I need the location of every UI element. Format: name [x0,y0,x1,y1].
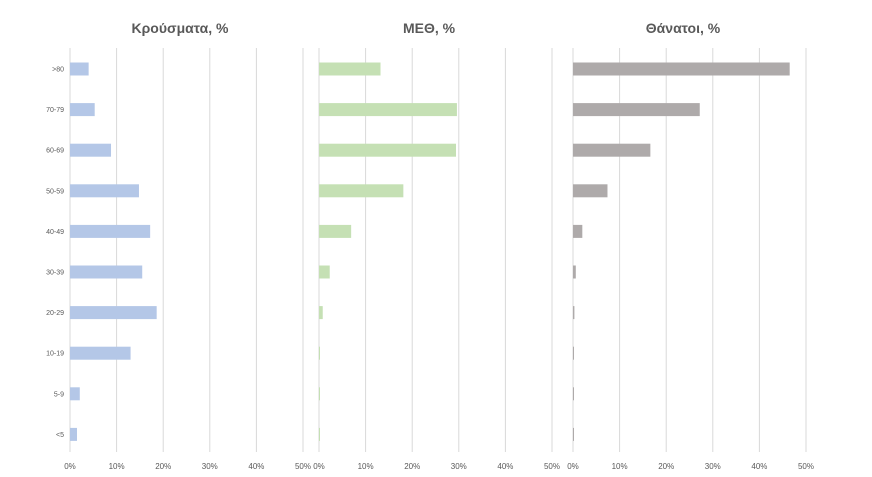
panel-title-0: Κρούσματα, % [132,20,229,36]
category-label-6: 20-29 [46,310,64,317]
bar-2-8 [573,387,574,401]
bar-1-5 [319,265,330,279]
bar-2-3 [573,184,608,198]
bar-0-7 [70,346,131,360]
bar-1-0 [319,62,381,76]
bar-1-1 [319,103,457,117]
x-tick-1-5: 50% [544,462,560,471]
bar-2-0 [573,62,790,76]
category-label-1: 70-79 [46,107,64,114]
bar-1-4 [319,224,352,238]
bar-1-2 [319,143,457,157]
bar-0-1 [70,103,95,117]
category-label-8: 5-9 [54,391,64,398]
bar-2-5 [573,265,576,279]
x-tick-0-3: 30% [202,462,218,471]
bar-0-9 [70,427,77,441]
bar-2-4 [573,224,583,238]
category-label-5: 30-39 [46,270,64,277]
bar-0-3 [70,184,139,198]
x-tick-0-4: 40% [248,462,264,471]
x-tick-1-4: 40% [497,462,513,471]
x-tick-1-3: 30% [451,462,467,471]
bar-0-4 [70,224,151,238]
bar-2-6 [573,306,575,320]
panel-1: ΜΕΘ, % 0% 10% 20% 30% 40% 50% [313,20,560,471]
x-tick-0-0: 0% [64,462,76,471]
category-label-0: >80 [52,67,64,74]
panel-title-2: Θάνατοι, % [646,20,721,36]
x-tick-1-1: 10% [358,462,374,471]
x-tick-1-2: 20% [404,462,420,471]
bar-2-9 [573,427,574,441]
category-label-9: <5 [56,432,64,439]
bar-1-6 [319,306,323,320]
panel-title-1: ΜΕΘ, % [403,20,456,36]
bar-1-9 [319,427,320,441]
bar-0-6 [70,306,157,320]
x-tick-2-4: 40% [751,462,767,471]
x-tick-1-0: 0% [313,462,325,471]
x-tick-2-5: 50% [798,462,814,471]
category-label-7: 10-19 [46,351,64,358]
x-tick-2-1: 10% [612,462,628,471]
x-tick-2-0: 0% [567,462,579,471]
bar-0-8 [70,387,80,401]
x-tick-0-5: 50% [295,462,311,471]
panel-2: Θάνατοι, % 0% 10% 20% 30% 40% 50% [567,20,814,471]
category-label-2: 60-69 [46,148,64,155]
bar-0-2 [70,143,112,157]
bar-0-5 [70,265,143,279]
x-tick-0-1: 10% [109,462,125,471]
x-tick-0-2: 20% [155,462,171,471]
bar-2-7 [573,346,574,360]
x-tick-2-3: 30% [705,462,721,471]
x-tick-2-2: 20% [658,462,674,471]
category-label-3: 50-59 [46,188,64,195]
bar-0-0 [70,62,89,76]
bar-1-7 [319,346,320,360]
panel-0: Κρούσματα, % 0% 10% 20% 30% 40% 50% [64,20,311,471]
category-label-4: 40-49 [46,229,64,236]
bar-2-1 [573,103,700,117]
bar-2-2 [573,143,651,157]
bar-1-8 [319,387,320,401]
bar-1-3 [319,184,404,198]
